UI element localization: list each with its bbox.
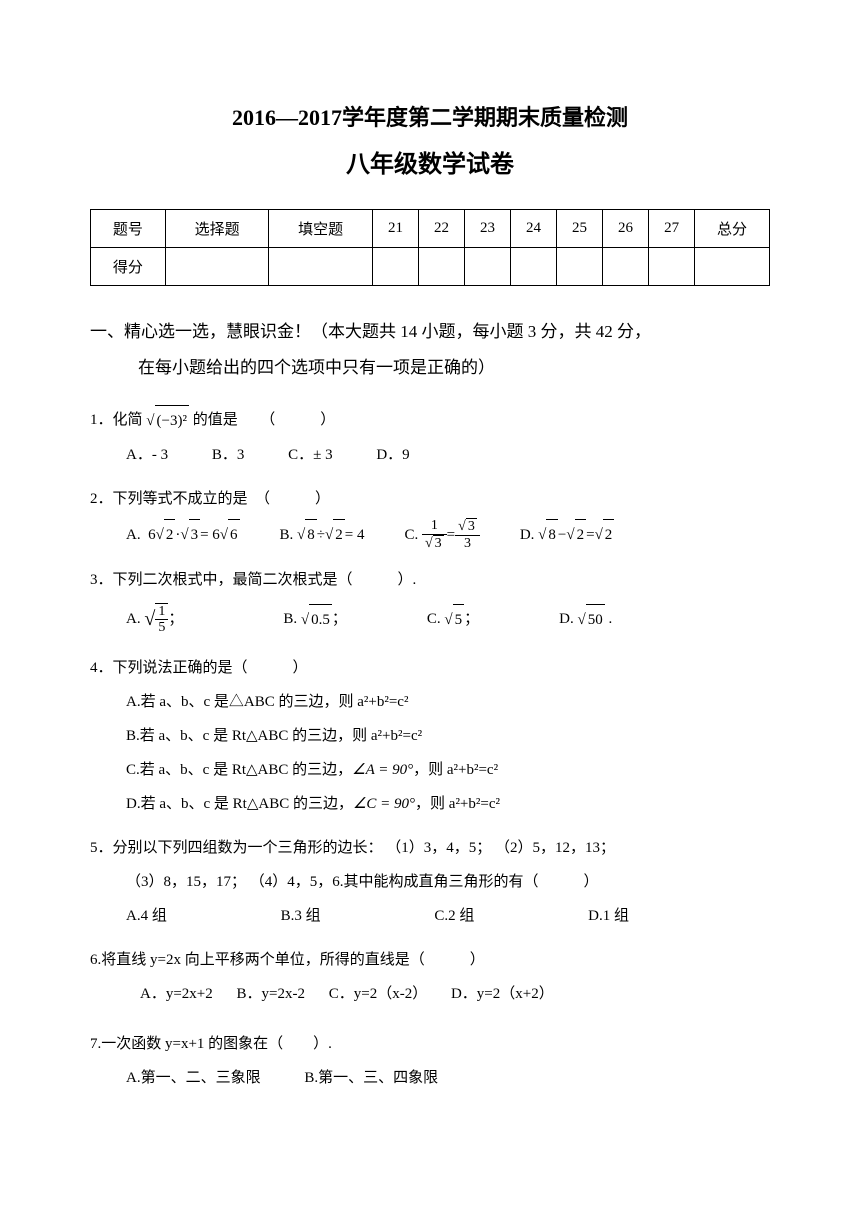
q2-optB: B. √8 ÷ √2 = 4: [280, 519, 365, 550]
q3-text: 3．下列二次根式中，最简二次根式是（ ）.: [90, 565, 770, 595]
cell-blank: [269, 248, 373, 286]
q3-options: A. √15 ； B. √0.5 ； C. √5 ； D. √50 .: [90, 599, 770, 639]
cell: 25: [557, 210, 603, 248]
q3-optA: A. √15 ；: [126, 599, 183, 639]
cell: 总分: [695, 210, 770, 248]
q5-line2: （3）8，15，17； （4）4，5，6.其中能构成直角三角形的有（ ）: [90, 867, 770, 897]
cell-blank: [165, 248, 269, 286]
q3-optD: D. √50 .: [559, 604, 612, 635]
question-4: 4．下列说法正确的是（ ） A.若 a、b、c 是△ABC 的三边，则 a²+b…: [90, 653, 770, 819]
q6-options: A．y=2x+2 B．y=2x-2 C．y=2（x-2） D．y=2（x+2）: [90, 979, 770, 1009]
question-5: 5．分别以下列四组数为一个三角形的边长： （1）3，4，5； （2）5，12，1…: [90, 833, 770, 931]
q1-options: A．- 3 B．3 C．± 3 D．9: [90, 440, 770, 470]
sqrt-expr: √(−3)²: [146, 405, 189, 436]
cell-blank: [511, 248, 557, 286]
cell: 选择题: [165, 210, 269, 248]
title-sub: 八年级数学试卷: [90, 144, 770, 179]
q5-options: A.4 组 B.3 组 C.2 组 D.1 组: [90, 901, 770, 931]
q7-options: A.第一、二、三象限 B.第一、三、四象限: [90, 1063, 770, 1093]
cell: 题号: [91, 210, 166, 248]
table-row: 题号 选择题 填空题 21 22 23 24 25 26 27 总分: [91, 210, 770, 248]
table-row: 得分: [91, 248, 770, 286]
q5-optC: C.2 组: [434, 901, 474, 931]
q6-optD: D．y=2（x+2）: [451, 979, 554, 1009]
q1-optD: D．9: [376, 440, 409, 470]
q2-optA: A. 6√2·√3 = 6√6: [126, 519, 240, 550]
question-6: 6.将直线 y=2x 向上平移两个单位，所得的直线是（ ） A．y=2x+2 B…: [90, 945, 770, 1009]
q7-optA: A.第一、二、三象限: [126, 1063, 261, 1093]
q5-optB: B.3 组: [281, 901, 321, 931]
q5-optA: A.4 组: [126, 901, 167, 931]
q1-optA: A．- 3: [126, 440, 168, 470]
q1-optC: C．± 3: [288, 440, 333, 470]
section-intro-line1: 一、精心选一选，慧眼识金！（本大题共 14 小题，每小题 3 分，共 42 分，: [90, 314, 770, 350]
cell-blank: [372, 248, 418, 286]
q1-text: 1．化简 √(−3)² 的值是 （ ）: [90, 405, 770, 436]
q2-text: 2．下列等式不成立的是 （ ）: [90, 484, 770, 514]
q5-line1: 5．分别以下列四组数为一个三角形的边长： （1）3，4，5； （2）5，12，1…: [90, 833, 770, 863]
q2-optC: C. 1√3 = √33: [404, 518, 479, 551]
question-3: 3．下列二次根式中，最简二次根式是（ ）. A. √15 ； B. √0.5 ；…: [90, 565, 770, 639]
q7-text: 7.一次函数 y=x+1 的图象在（ ）.: [90, 1029, 770, 1059]
question-1: 1．化简 √(−3)² 的值是 （ ） A．- 3 B．3 C．± 3 D．9: [90, 405, 770, 470]
cell: 21: [372, 210, 418, 248]
cell: 得分: [91, 248, 166, 286]
q6-optB: B．y=2x-2: [237, 979, 305, 1009]
cell: 24: [511, 210, 557, 248]
cell-blank: [603, 248, 649, 286]
cell: 23: [465, 210, 511, 248]
cell-blank: [649, 248, 695, 286]
q4-optA: A.若 a、b、c 是△ABC 的三边，则 a²+b²=c²: [90, 687, 770, 717]
q6-text: 6.将直线 y=2x 向上平移两个单位，所得的直线是（ ）: [90, 945, 770, 975]
q4-optB: B.若 a、b、c 是 Rt△ABC 的三边，则 a²+b²=c²: [90, 721, 770, 751]
cell-blank: [465, 248, 511, 286]
score-table: 题号 选择题 填空题 21 22 23 24 25 26 27 总分 得分: [90, 209, 770, 286]
q4-text: 4．下列说法正确的是（ ）: [90, 653, 770, 683]
q7-optB: B.第一、三、四象限: [304, 1063, 438, 1093]
q5-optD: D.1 组: [588, 901, 629, 931]
cell: 22: [418, 210, 464, 248]
question-7: 7.一次函数 y=x+1 的图象在（ ）. A.第一、二、三象限 B.第一、三、…: [90, 1029, 770, 1093]
cell-blank: [695, 248, 770, 286]
section-intro: 一、精心选一选，慧眼识金！（本大题共 14 小题，每小题 3 分，共 42 分，…: [90, 314, 770, 385]
cell-blank: [418, 248, 464, 286]
question-2: 2．下列等式不成立的是 （ ） A. 6√2·√3 = 6√6 B. √8 ÷ …: [90, 484, 770, 551]
cell: 26: [603, 210, 649, 248]
q4-optC: C.若 a、b、c 是 Rt△ABC 的三边，∠A = 90°，则 a²+b²=…: [90, 755, 770, 785]
q4-optD: D.若 a、b、c 是 Rt△ABC 的三边，∠C = 90°，则 a²+b²=…: [90, 789, 770, 819]
q6-optC: C．y=2（x-2）: [329, 979, 427, 1009]
cell: 27: [649, 210, 695, 248]
q1-optB: B．3: [212, 440, 245, 470]
title-main: 2016—2017学年度第二学期期末质量检测: [90, 100, 770, 132]
q2-optD: D. √8 − √2 = √2: [520, 519, 614, 550]
cell: 填空题: [269, 210, 373, 248]
q6-optA: A．y=2x+2: [140, 979, 213, 1009]
q2-options: A. 6√2·√3 = 6√6 B. √8 ÷ √2 = 4 C. 1√3 = …: [90, 518, 770, 551]
cell-blank: [557, 248, 603, 286]
q3-optB: B. √0.5 ；: [283, 604, 347, 635]
q3-optC: C. √5 ；: [427, 604, 479, 635]
section-intro-line2: 在每小题给出的四个选项中只有一项是正确的）: [90, 350, 770, 386]
